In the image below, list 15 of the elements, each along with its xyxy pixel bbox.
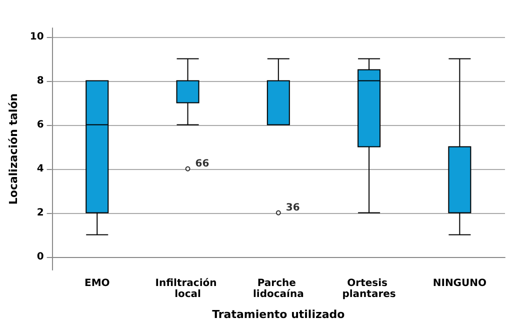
y-tick-label: 6: [36, 119, 44, 130]
annotation: 66: [195, 158, 210, 170]
x-tick-label: EMO: [84, 278, 110, 289]
y-tick-label: 2: [36, 207, 44, 218]
y-tick-label: 10: [30, 31, 44, 42]
x-tick-label: NINGUNO: [432, 278, 487, 289]
y-tick-label: 4: [36, 163, 44, 174]
x-axis-title: Tratamiento utilizado: [212, 308, 346, 321]
y-axis-title: Localización talón: [7, 93, 20, 205]
x-tick-label: Parche lidocaína: [252, 278, 304, 300]
y-tick-label: 0: [36, 251, 44, 262]
x-tick-label: Infiltración local: [155, 278, 220, 300]
annotation: 36: [286, 202, 300, 214]
y-tick-label: 8: [36, 75, 44, 86]
x-tick-label: Ortesis plantares: [342, 278, 396, 300]
